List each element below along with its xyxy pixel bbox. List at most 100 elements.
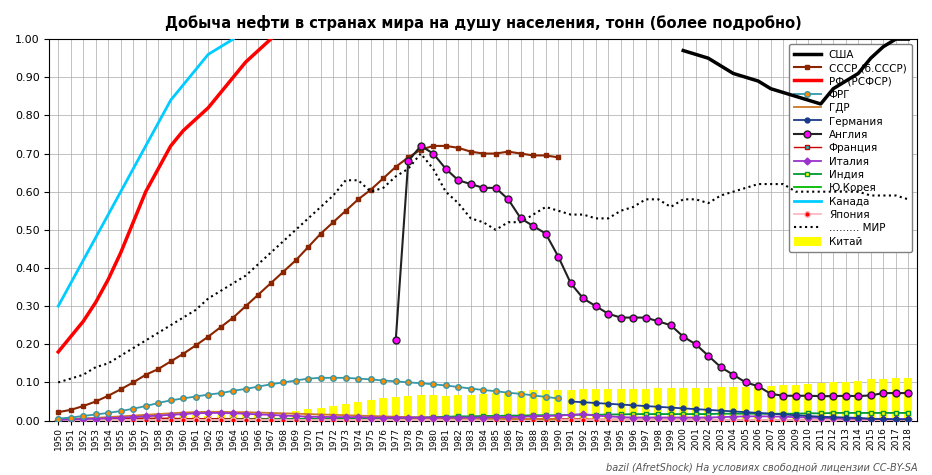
Bar <box>779 385 788 420</box>
США <box>777 90 788 95</box>
Англия <box>703 353 714 359</box>
Англия <box>515 216 527 221</box>
ГДР <box>428 415 439 421</box>
Германия <box>790 412 802 418</box>
ФРГ <box>165 398 176 403</box>
ФРГ <box>202 392 213 398</box>
Bar <box>641 389 650 420</box>
ФРГ <box>128 406 139 411</box>
СССР (б.СССР) <box>77 403 89 409</box>
ФРГ <box>116 408 127 414</box>
СССР (б.СССР) <box>315 231 326 237</box>
ФРГ <box>303 376 314 381</box>
Германия <box>890 417 901 422</box>
ФРГ <box>315 375 326 380</box>
Bar <box>504 392 513 420</box>
Bar <box>754 386 762 420</box>
ГДР <box>240 409 252 415</box>
Англия <box>590 303 601 309</box>
Германия <box>703 407 714 413</box>
Германия <box>678 406 689 411</box>
РФ (РСФСР) <box>227 75 239 80</box>
Line: Индия: Индия <box>56 411 911 422</box>
Англия <box>865 392 876 398</box>
США <box>840 78 851 84</box>
Франция <box>116 416 127 421</box>
Bar <box>492 393 500 420</box>
СССР (б.СССР) <box>190 342 201 348</box>
Италия <box>890 416 901 422</box>
Англия <box>640 315 651 321</box>
Англия <box>391 338 402 343</box>
Text: bazil (AfretShock) На условиях свободной лицензии CC-BY-SA: bazil (AfretShock) На условиях свободной… <box>607 463 918 473</box>
Индия <box>52 418 63 423</box>
Англия <box>715 364 726 370</box>
Англия <box>665 323 677 328</box>
Индия <box>215 417 226 423</box>
Bar <box>292 411 300 420</box>
Англия <box>603 311 614 317</box>
Bar <box>629 389 637 420</box>
СССР (б.СССР) <box>165 359 176 364</box>
ФРГ <box>403 380 414 385</box>
США <box>828 86 839 92</box>
Bar <box>404 396 412 420</box>
ФРГ <box>328 375 339 380</box>
Bar <box>241 415 250 420</box>
США <box>865 55 876 61</box>
Англия <box>740 380 751 385</box>
......... МИР <box>890 193 901 199</box>
Bar <box>317 408 324 420</box>
СССР (б.СССР) <box>415 147 426 152</box>
Япония <box>340 417 351 423</box>
ФРГ <box>415 380 426 386</box>
США <box>740 75 751 80</box>
ГДР <box>515 416 527 422</box>
РФ (РСФСР) <box>52 349 63 355</box>
СССР (б.СССР) <box>227 315 239 321</box>
Франция <box>715 417 726 423</box>
Германия <box>640 403 651 409</box>
СССР (б.СССР) <box>340 208 351 214</box>
Германия <box>878 416 889 422</box>
Канада <box>227 36 239 42</box>
РФ (РСФСР) <box>215 90 226 95</box>
США <box>678 48 689 53</box>
Германия <box>590 400 601 406</box>
ГДР <box>553 417 564 422</box>
Англия <box>678 334 689 340</box>
Bar <box>304 409 312 420</box>
ФРГ <box>290 378 301 383</box>
СССР (б.СССР) <box>140 372 151 378</box>
СССР (б.СССР) <box>116 387 127 392</box>
СССР (б.СССР) <box>52 409 63 415</box>
ГДР <box>328 412 339 418</box>
Индия <box>903 410 914 416</box>
ГДР <box>278 410 289 416</box>
......... МИР <box>415 151 426 156</box>
Bar <box>829 382 837 420</box>
РФ (РСФСР) <box>265 36 276 42</box>
СССР (б.СССР) <box>103 393 114 399</box>
Англия <box>565 280 576 286</box>
Германия <box>765 411 776 417</box>
США <box>890 36 901 42</box>
Италия <box>116 415 127 420</box>
ГДР <box>502 416 514 422</box>
СССР (б.СССР) <box>453 145 464 151</box>
Англия <box>490 185 501 191</box>
Англия <box>890 390 901 396</box>
СССР (б.СССР) <box>290 257 301 263</box>
Англия <box>853 393 864 399</box>
Англия <box>477 185 488 191</box>
ГДР <box>528 416 539 422</box>
ФРГ <box>178 396 189 401</box>
Bar <box>867 380 875 420</box>
Индия <box>340 416 351 421</box>
СССР (б.СССР) <box>440 143 451 149</box>
Англия <box>816 393 827 399</box>
Bar <box>666 388 675 420</box>
Bar <box>79 419 88 420</box>
Япония <box>903 417 914 423</box>
ГДР <box>178 410 189 416</box>
